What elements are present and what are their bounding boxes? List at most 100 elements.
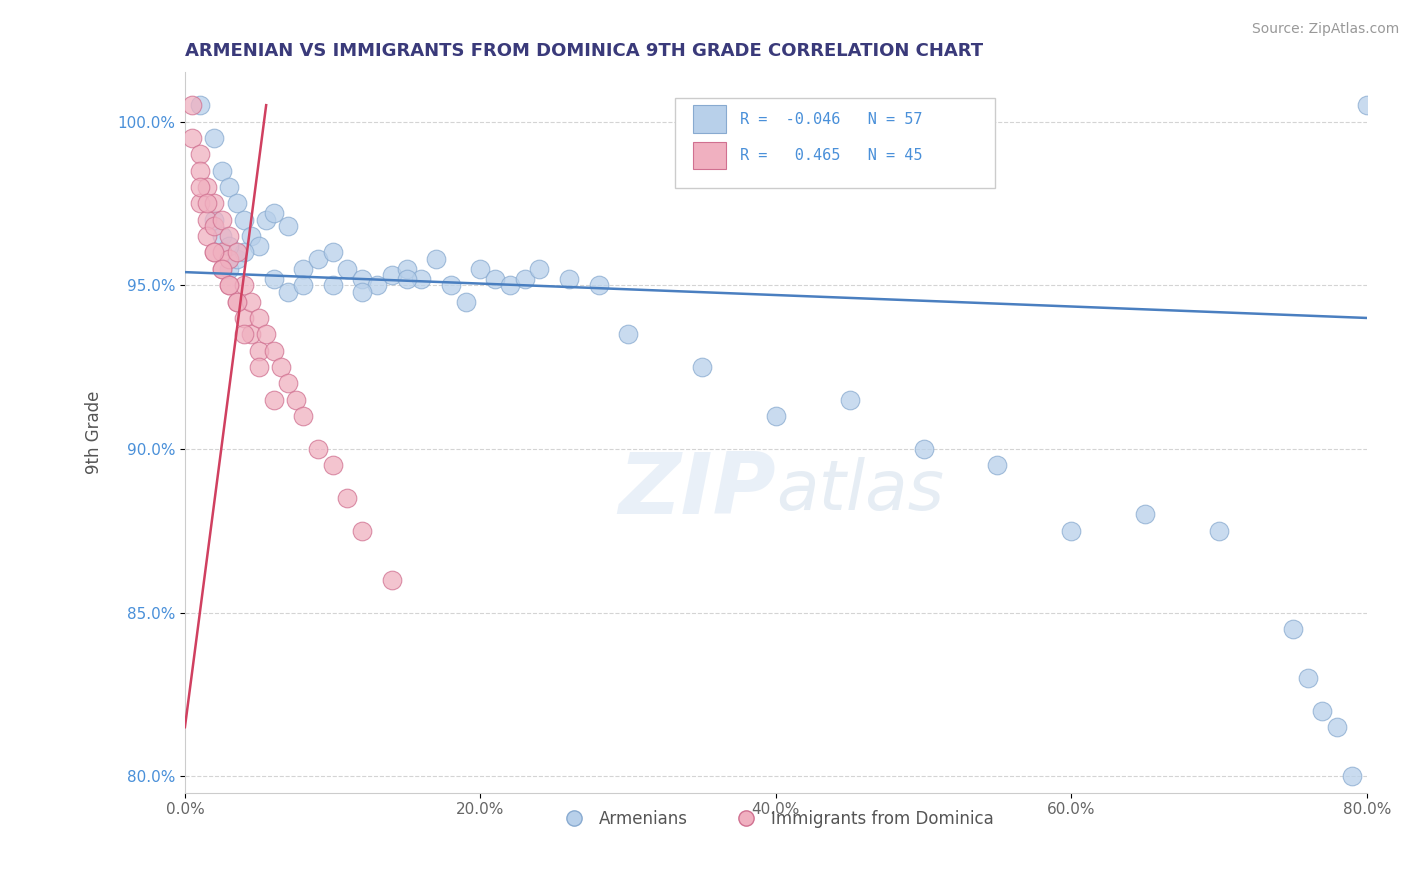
Point — [195, 229, 218, 244]
Text: R =  -0.046   N = 57: R = -0.046 N = 57 — [741, 112, 922, 127]
Point — [395, 271, 418, 285]
Point — [912, 442, 935, 456]
Point — [1355, 98, 1378, 112]
Y-axis label: 9th Grade: 9th Grade — [86, 391, 103, 475]
Point — [1208, 524, 1230, 538]
Point — [225, 245, 247, 260]
Point — [277, 376, 299, 391]
Point — [1326, 720, 1348, 734]
Legend: Armenians, Immigrants from Dominica: Armenians, Immigrants from Dominica — [551, 804, 1001, 835]
Point — [218, 229, 240, 244]
FancyBboxPatch shape — [693, 142, 727, 169]
Point — [690, 360, 713, 375]
Point — [284, 392, 307, 407]
Point — [529, 261, 551, 276]
Point — [188, 163, 211, 178]
Point — [440, 278, 463, 293]
Point — [352, 271, 374, 285]
Point — [181, 98, 204, 112]
Point — [263, 343, 285, 358]
Point — [1341, 769, 1364, 783]
Point — [263, 271, 285, 285]
Point — [1312, 704, 1334, 718]
Point — [204, 245, 226, 260]
Point — [218, 252, 240, 266]
Point — [366, 278, 388, 293]
Point — [188, 196, 211, 211]
Point — [240, 229, 263, 244]
Point — [307, 252, 329, 266]
Text: atlas: atlas — [776, 457, 943, 524]
Point — [292, 409, 315, 424]
Point — [247, 239, 270, 253]
Point — [211, 261, 233, 276]
Point — [233, 310, 256, 325]
Point — [484, 271, 506, 285]
Point — [588, 278, 610, 293]
Point — [277, 219, 299, 234]
Point — [233, 278, 256, 293]
Point — [352, 524, 374, 538]
Point — [263, 206, 285, 220]
Point — [1060, 524, 1083, 538]
Text: ARMENIAN VS IMMIGRANTS FROM DOMINICA 9TH GRADE CORRELATION CHART: ARMENIAN VS IMMIGRANTS FROM DOMINICA 9TH… — [186, 42, 983, 60]
Point — [218, 239, 240, 253]
FancyBboxPatch shape — [693, 105, 727, 133]
Point — [381, 268, 404, 283]
Point — [218, 278, 240, 293]
Point — [765, 409, 787, 424]
Point — [225, 294, 247, 309]
Point — [195, 180, 218, 194]
Point — [499, 278, 522, 293]
Point — [225, 294, 247, 309]
Point — [204, 219, 226, 234]
Point — [247, 360, 270, 375]
Point — [254, 327, 277, 342]
Point — [204, 196, 226, 211]
Point — [307, 442, 329, 456]
Point — [322, 278, 344, 293]
Point — [204, 245, 226, 260]
Point — [395, 261, 418, 276]
Point — [218, 278, 240, 293]
Point — [240, 327, 263, 342]
Point — [247, 343, 270, 358]
Point — [352, 285, 374, 299]
Point — [838, 392, 860, 407]
Point — [1296, 671, 1319, 685]
Point — [188, 98, 211, 112]
Point — [211, 163, 233, 178]
Point — [233, 212, 256, 227]
Text: ZIP: ZIP — [619, 449, 776, 532]
Point — [233, 327, 256, 342]
Point — [195, 212, 218, 227]
Point — [188, 147, 211, 161]
Point — [336, 261, 359, 276]
Point — [292, 261, 315, 276]
Point — [263, 392, 285, 407]
Point — [411, 271, 433, 285]
Point — [211, 229, 233, 244]
Point — [225, 252, 247, 266]
Point — [204, 131, 226, 145]
Point — [204, 212, 226, 227]
Point — [195, 196, 218, 211]
Point — [454, 294, 477, 309]
Point — [233, 245, 256, 260]
Text: Source: ZipAtlas.com: Source: ZipAtlas.com — [1251, 22, 1399, 37]
Point — [218, 180, 240, 194]
Point — [1135, 508, 1157, 522]
Point — [513, 271, 536, 285]
Point — [425, 252, 447, 266]
Point — [247, 310, 270, 325]
Point — [292, 278, 315, 293]
Point — [240, 294, 263, 309]
Point — [617, 327, 640, 342]
Point — [470, 261, 492, 276]
Point — [336, 491, 359, 505]
Point — [211, 261, 233, 276]
Point — [322, 458, 344, 473]
Point — [225, 196, 247, 211]
Point — [254, 212, 277, 227]
Point — [218, 261, 240, 276]
